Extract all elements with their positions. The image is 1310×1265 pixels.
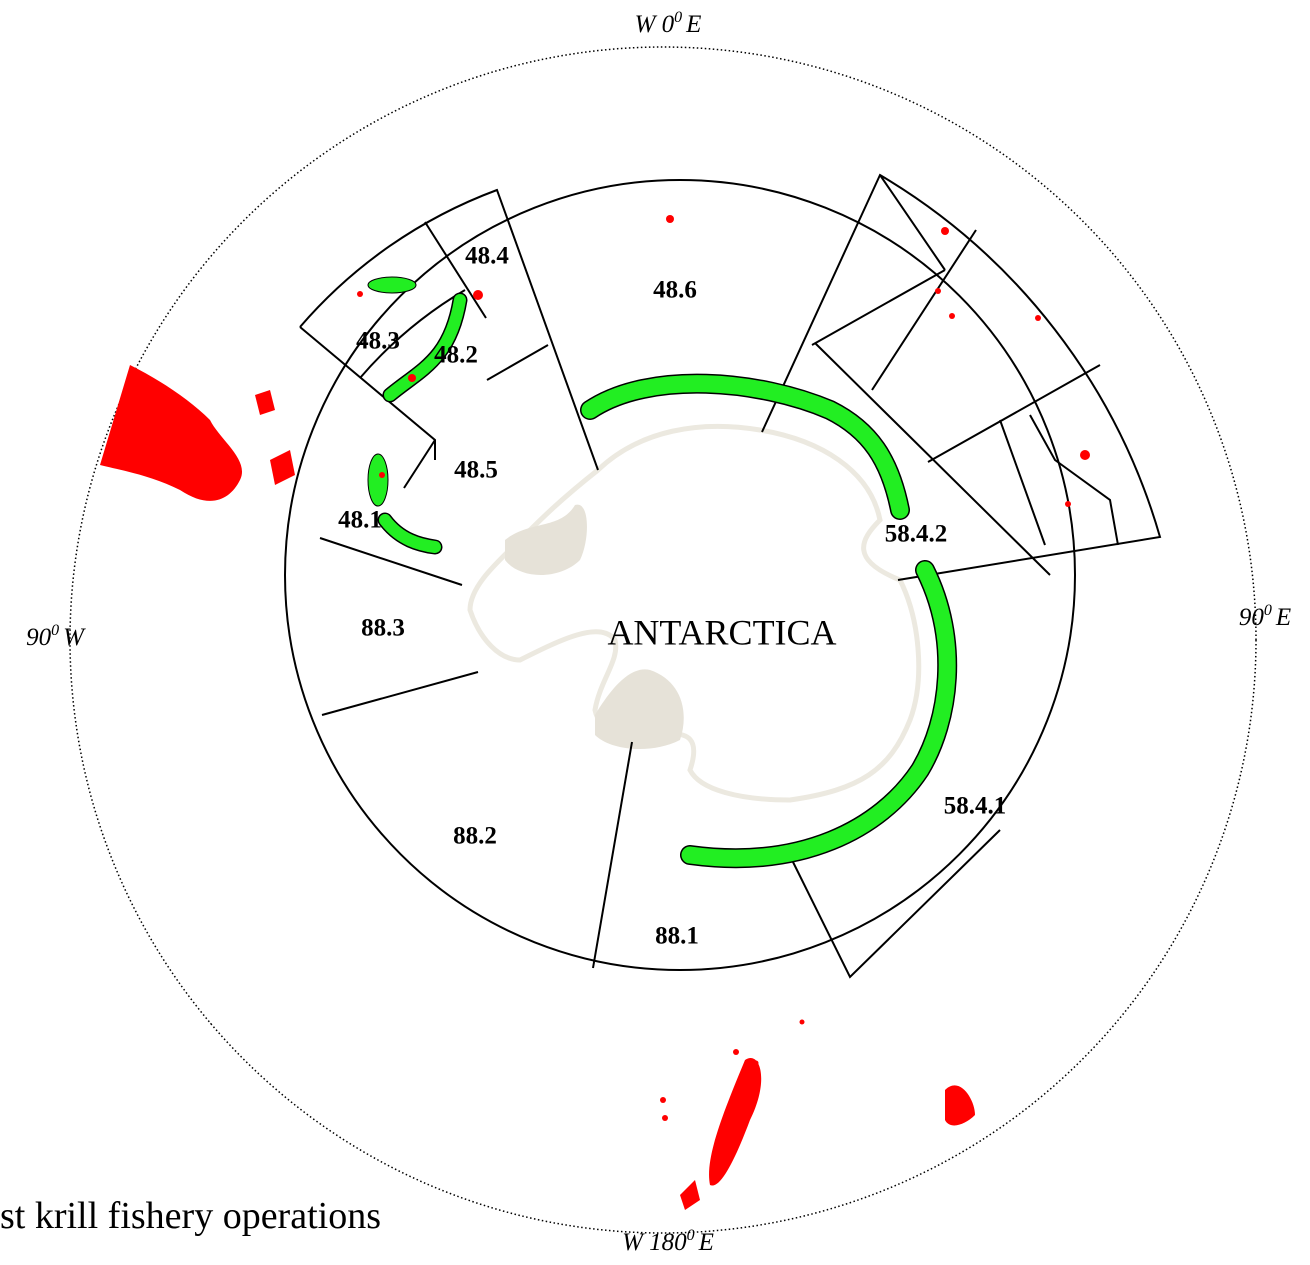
compass-end: E	[685, 11, 701, 38]
boundary-58	[761, 173, 1162, 581]
area-label: 48.4	[465, 243, 509, 270]
area-label: 88.2	[453, 823, 497, 850]
area-label: 48.6	[653, 277, 697, 304]
compass-top: W 00 E	[635, 9, 702, 38]
compass-end: W	[63, 624, 86, 651]
compass-main: W 180	[622, 1229, 687, 1256]
compass-sup: 0	[674, 9, 682, 26]
compass-left: 900 W	[26, 622, 86, 651]
compass-sup: 0	[51, 622, 59, 639]
area-label: 88.3	[361, 615, 405, 642]
compass-main: W 0	[635, 11, 675, 38]
outer-circle	[69, 46, 1257, 1234]
compass-right: 900 E	[1239, 602, 1291, 631]
caption: st krill fishery operations	[0, 1195, 381, 1237]
land	[100, 215, 1090, 1210]
ice-shelf	[505, 504, 684, 750]
compass-main: 90	[1239, 604, 1265, 631]
area-label: 48.5	[454, 457, 498, 484]
continent-label: ANTARCTICA	[607, 612, 836, 652]
area-label: 48.1	[338, 507, 382, 534]
compass-end: E	[698, 1229, 714, 1256]
area-label: 88.1	[655, 923, 699, 950]
area-label: 58.4.1	[944, 793, 1007, 820]
boundary-58-4-1	[792, 829, 1001, 979]
compass-end: E	[1275, 604, 1291, 631]
compass-sup: 0	[1264, 602, 1272, 619]
area-label: 58.4.2	[885, 521, 948, 548]
compass-main: 90	[26, 624, 52, 651]
compass-bottom: W 1800 E	[622, 1227, 714, 1256]
boundary-circle	[284, 179, 1076, 971]
area-label: 48.2	[434, 342, 478, 369]
compass-sup: 0	[687, 1227, 695, 1244]
boundary-lines	[299, 221, 633, 969]
area-label: 48.3	[356, 328, 400, 355]
boundary-48	[299, 188, 599, 471]
krill-zones	[367, 276, 958, 869]
